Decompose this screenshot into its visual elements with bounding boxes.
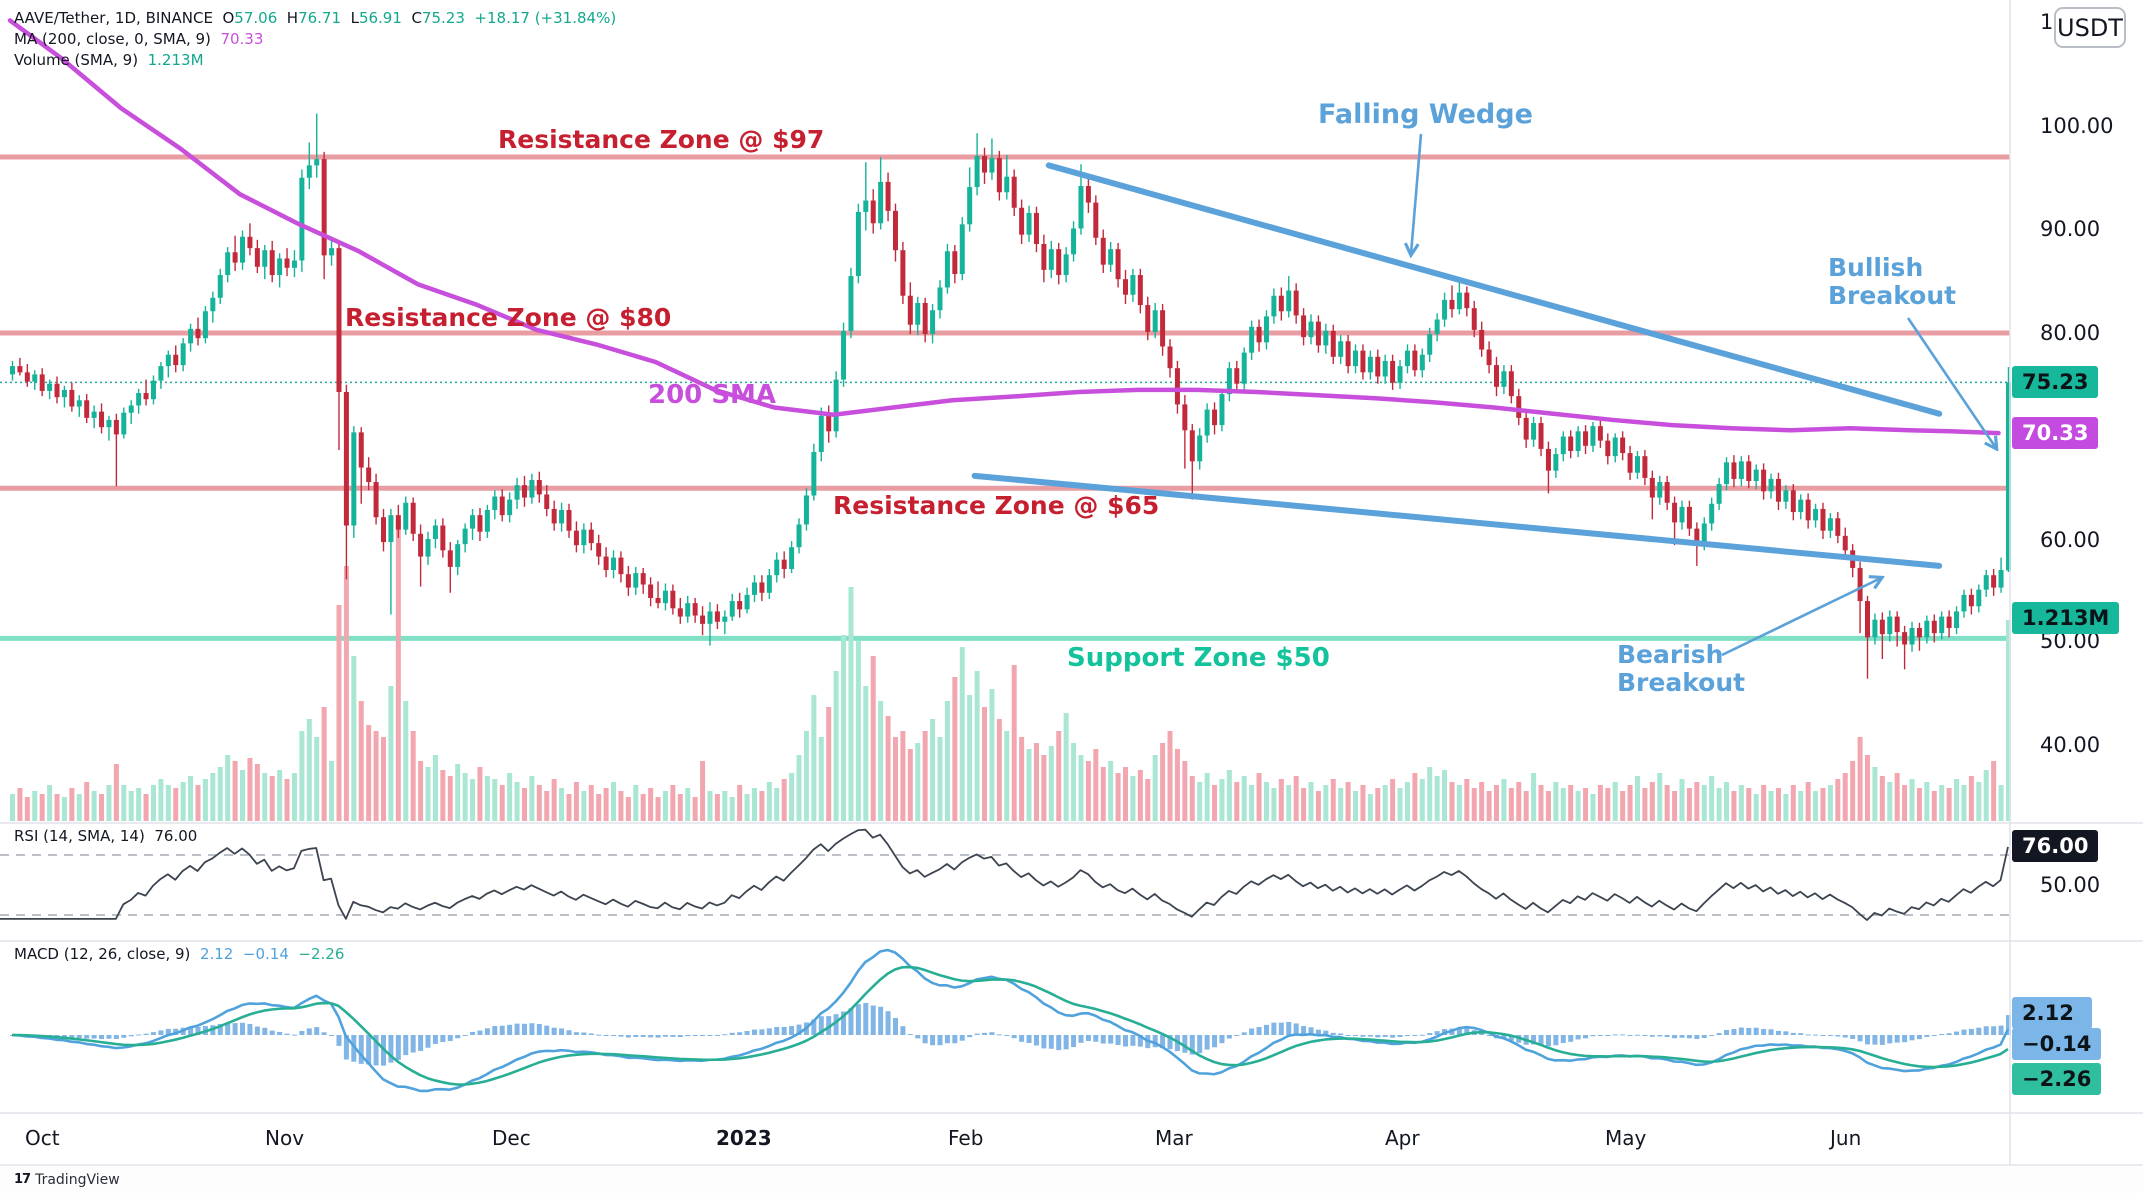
support-resistance-lines[interactable] — [0, 154, 2010, 641]
resistance-80-label[interactable]: Resistance Zone @ $80 — [345, 303, 672, 332]
bullish-breakout-arrow — [1906, 317, 1996, 448]
price-badge: −0.14 — [2012, 1028, 2102, 1060]
price-axis-label: 40.00 — [2040, 733, 2101, 757]
volume-series — [10, 521, 2011, 821]
price-badge: 76.00 — [2012, 830, 2099, 862]
time-axis-label-dec: Dec — [492, 1126, 531, 1150]
price-axis-label: 90.00 — [2040, 217, 2101, 241]
ma-label[interactable]: MA (200, close, 0, SMA, 9) — [14, 30, 211, 48]
currency-toggle-button[interactable]: USDT — [2054, 7, 2126, 48]
high-value: 76.71 — [298, 9, 342, 27]
tv-logo-text: TradingView — [35, 1171, 120, 1188]
candlestick-series — [10, 113, 2011, 679]
tv-logo-icon: 17 — [14, 1172, 31, 1187]
open-label: O — [222, 9, 235, 27]
rsi-label[interactable]: RSI (14, SMA, 14) — [14, 827, 145, 845]
ma-legend-row[interactable]: MA (200, close, 0, SMA, 9) 70.33 — [14, 29, 616, 50]
close-label: C — [411, 9, 422, 27]
price-axis-label: 60.00 — [2040, 528, 2101, 552]
falling-wedge-arrow — [1411, 133, 1423, 254]
open-value: 57.06 — [234, 9, 278, 27]
close-value: 75.23 — [421, 9, 465, 27]
time-axis-label-2023: 2023 — [716, 1126, 772, 1150]
macd-line-value: −0.14 — [242, 945, 289, 963]
time-axis-label-mar: Mar — [1155, 1126, 1193, 1150]
symbol-legend-row[interactable]: AAVE/Tether, 1D, BINANCE O57.06 H76.71 L… — [14, 8, 616, 29]
price-axis-label: 100.00 — [2040, 114, 2114, 138]
time-axis-label-feb: Feb — [948, 1126, 984, 1150]
falling-wedge-label[interactable]: Falling Wedge — [1318, 99, 1533, 130]
sma-200-label[interactable]: 200 SMA — [648, 380, 777, 410]
bearish-breakout-label[interactable]: Bearish Breakout — [1617, 640, 1746, 697]
macd-pane — [10, 948, 2011, 1093]
falling-wedge-trendlines[interactable] — [971, 162, 1943, 569]
macd-signal-value: −2.26 — [298, 945, 345, 963]
footer-bar: 17 TradingView — [0, 1166, 2143, 1193]
time-axis-label-apr: Apr — [1385, 1126, 1420, 1150]
annotation-arrows — [1411, 133, 1996, 657]
price-badge: −2.26 — [2012, 1063, 2102, 1095]
price-badge: 70.33 — [2012, 417, 2099, 449]
rsi-pane — [0, 828, 2010, 921]
ma-value: 70.33 — [220, 30, 264, 48]
tradingview-logo[interactable]: 17 TradingView — [14, 1172, 120, 1188]
price-badge: 75.23 — [2012, 366, 2099, 398]
price-axis-label: 50.00 — [2040, 873, 2101, 897]
time-axis-label-nov: Nov — [265, 1126, 305, 1150]
price-badge: 1.213M — [2012, 602, 2120, 634]
rsi-value: 76.00 — [154, 827, 198, 845]
pane-frame — [0, 0, 2143, 1166]
macd-hist-value: 2.12 — [199, 945, 234, 963]
symbol-legend[interactable]: AAVE/Tether, 1D, BINANCE O57.06 H76.71 L… — [14, 8, 616, 71]
high-label: H — [286, 9, 299, 27]
low-value: 56.91 — [358, 9, 402, 27]
bearish-breakout-arrow — [1721, 578, 1881, 657]
price-badge: 2.12 — [2012, 997, 2092, 1029]
volume-label[interactable]: Volume (SMA, 9) — [14, 51, 139, 69]
low-label: L — [350, 9, 359, 27]
bullish-breakout-label[interactable]: Bullish Breakout — [1828, 253, 1957, 310]
rsi-legend[interactable]: RSI (14, SMA, 14) 76.00 — [14, 827, 197, 845]
price-axis-label: 80.00 — [2040, 321, 2101, 345]
ma-200-line[interactable] — [7, 18, 2001, 436]
time-axis-label-oct: Oct — [25, 1126, 60, 1150]
volume-legend-row[interactable]: Volume (SMA, 9) 1.213M — [14, 50, 616, 71]
support-50-label[interactable]: Support Zone $50 — [1067, 643, 1330, 673]
symbol-title[interactable]: AAVE/Tether, 1D, BINANCE — [14, 9, 213, 27]
volume-value: 1.213M — [147, 51, 204, 69]
time-axis-label-may: May — [1605, 1126, 1647, 1150]
resistance-97-label[interactable]: Resistance Zone @ $97 — [498, 125, 825, 154]
resistance-65-label[interactable]: Resistance Zone @ $65 — [833, 491, 1160, 520]
time-axis-label-jun: Jun — [1830, 1126, 1862, 1150]
macd-legend[interactable]: MACD (12, 26, close, 9) 2.12 −0.14 −2.26 — [14, 945, 344, 963]
macd-label[interactable]: MACD (12, 26, close, 9) — [14, 945, 191, 963]
change-value: +18.17 (+31.84%) — [474, 9, 617, 27]
